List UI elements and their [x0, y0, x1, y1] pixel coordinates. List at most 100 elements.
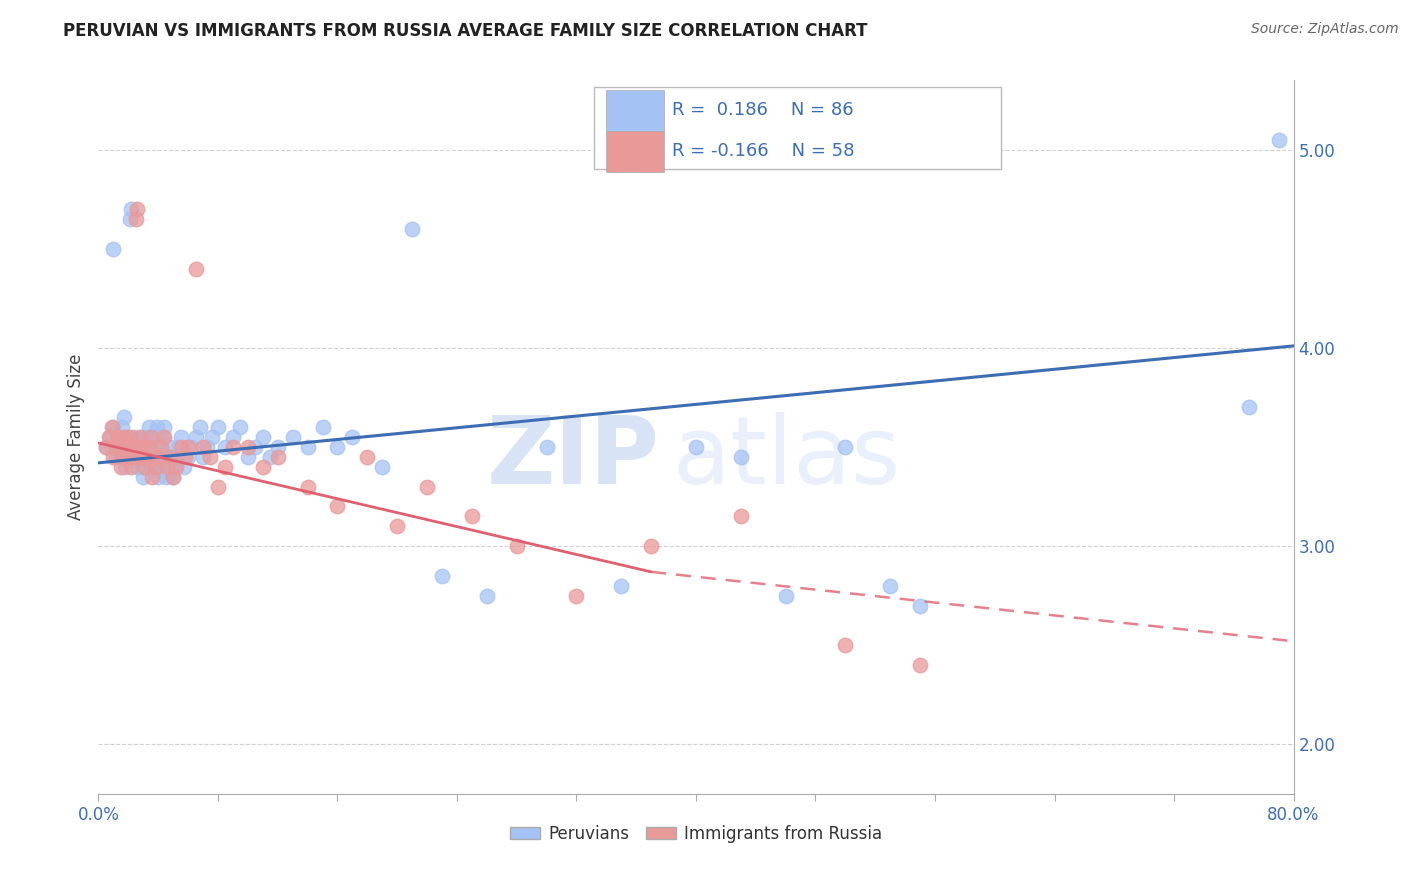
Point — [131, 450, 153, 464]
Point — [267, 440, 290, 454]
Point — [115, 450, 138, 464]
Point — [416, 480, 439, 494]
Point — [112, 440, 135, 454]
Point — [105, 440, 128, 454]
Point — [430, 569, 453, 583]
Point — [148, 450, 170, 464]
Point — [1267, 133, 1289, 147]
Point — [342, 430, 364, 444]
Point — [191, 440, 214, 454]
Point — [127, 459, 149, 474]
Point — [834, 638, 856, 652]
Point — [259, 450, 281, 464]
Point — [94, 440, 117, 454]
Point — [252, 430, 274, 444]
Point — [356, 450, 378, 464]
Point — [565, 589, 588, 603]
Point — [110, 430, 132, 444]
Point — [141, 469, 163, 483]
Point — [128, 440, 150, 454]
Point — [115, 450, 138, 464]
Legend: Peruvians, Immigrants from Russia: Peruvians, Immigrants from Russia — [503, 819, 889, 850]
Point — [908, 658, 931, 673]
FancyBboxPatch shape — [606, 90, 664, 131]
Point — [132, 440, 155, 454]
Point — [385, 519, 409, 533]
Point — [174, 450, 197, 464]
Point — [150, 440, 173, 454]
Point — [166, 440, 188, 454]
Point — [536, 440, 558, 454]
Point — [326, 500, 349, 514]
Point — [159, 450, 181, 464]
Point — [138, 420, 160, 434]
Point — [245, 440, 267, 454]
Point — [156, 459, 179, 474]
Point — [401, 222, 423, 236]
Text: ZIP: ZIP — [488, 412, 661, 505]
Point — [162, 469, 184, 483]
Point — [730, 450, 752, 464]
Point — [107, 430, 129, 444]
Point — [267, 450, 290, 464]
Point — [281, 430, 304, 444]
Point — [131, 430, 153, 444]
Point — [129, 430, 152, 444]
Point — [506, 539, 529, 553]
Point — [191, 450, 214, 464]
Text: Source: ZipAtlas.com: Source: ZipAtlas.com — [1251, 22, 1399, 37]
Point — [157, 450, 180, 464]
Text: PERUVIAN VS IMMIGRANTS FROM RUSSIA AVERAGE FAMILY SIZE CORRELATION CHART: PERUVIAN VS IMMIGRANTS FROM RUSSIA AVERA… — [63, 22, 868, 40]
Point — [156, 459, 179, 474]
Point — [150, 440, 173, 454]
Point — [1237, 401, 1260, 415]
Point — [201, 430, 224, 444]
Point — [145, 420, 167, 434]
Point — [311, 420, 333, 434]
Point — [112, 410, 135, 425]
Point — [132, 469, 155, 483]
Point — [200, 450, 222, 464]
Point — [730, 509, 752, 524]
Point — [214, 459, 236, 474]
Point — [177, 440, 200, 454]
Point — [118, 212, 141, 227]
Text: R = -0.166    N = 58: R = -0.166 N = 58 — [672, 143, 855, 161]
Point — [98, 430, 122, 444]
Point — [135, 450, 157, 464]
Point — [114, 430, 136, 444]
Point — [297, 440, 319, 454]
Point — [640, 539, 662, 553]
Point — [134, 450, 156, 464]
Point — [252, 459, 274, 474]
Text: R =  0.186    N = 86: R = 0.186 N = 86 — [672, 102, 853, 120]
Point — [610, 579, 633, 593]
Point — [159, 440, 181, 454]
Point — [135, 440, 157, 454]
Point — [297, 480, 319, 494]
Point — [120, 202, 142, 216]
Point — [101, 420, 124, 434]
Y-axis label: Average Family Size: Average Family Size — [66, 354, 84, 520]
Point — [142, 440, 165, 454]
Point — [148, 459, 170, 474]
Point — [214, 440, 236, 454]
Point — [117, 430, 139, 444]
Point — [169, 440, 191, 454]
Point — [188, 420, 211, 434]
Point — [165, 459, 187, 474]
Point — [461, 509, 484, 524]
Point — [153, 420, 176, 434]
Point — [121, 450, 143, 464]
Point — [184, 430, 207, 444]
Point — [834, 440, 856, 454]
Point — [127, 202, 149, 216]
Point — [222, 430, 245, 444]
Point — [103, 420, 125, 434]
Point — [149, 450, 172, 464]
Point — [103, 450, 125, 464]
Point — [132, 459, 155, 474]
Point — [197, 440, 219, 454]
Point — [111, 420, 134, 434]
Text: atlas: atlas — [672, 412, 900, 505]
